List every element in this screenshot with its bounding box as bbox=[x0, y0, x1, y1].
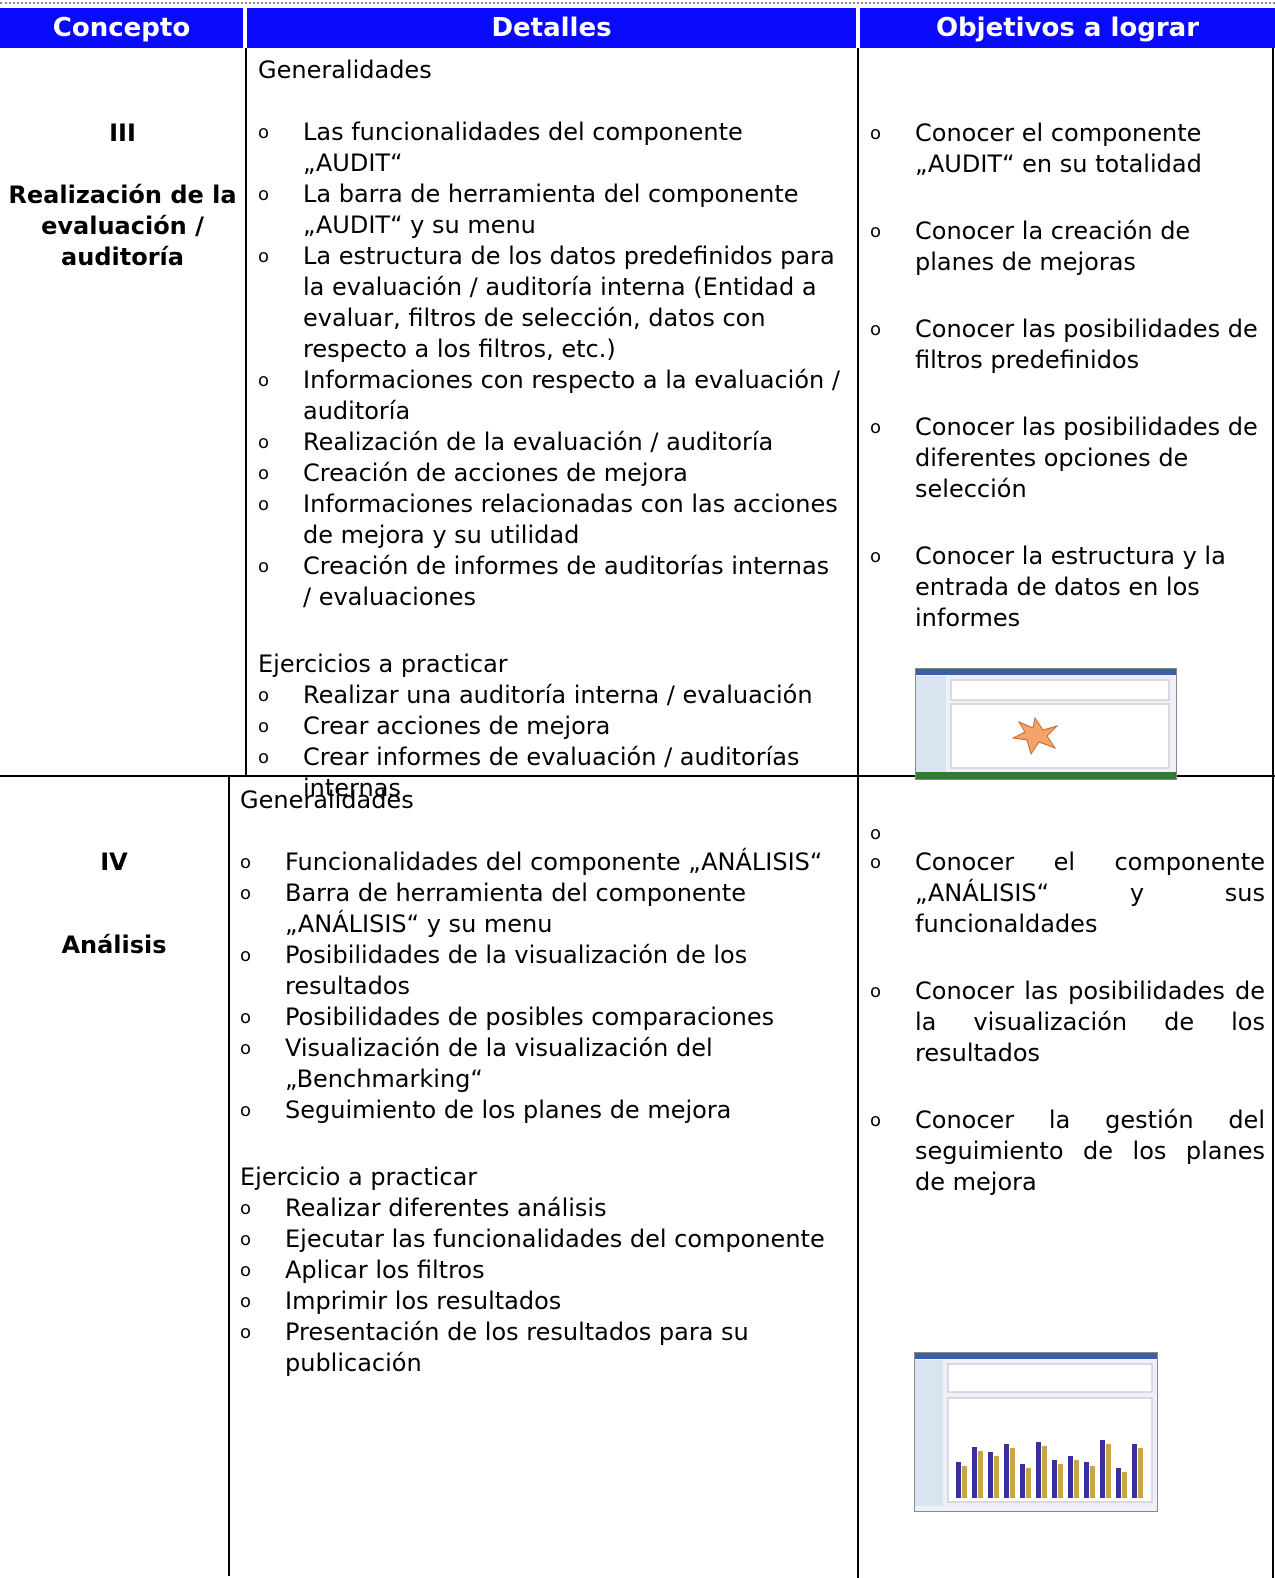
list-item: Informaciones relacionadas con las accio… bbox=[258, 489, 843, 551]
cell-border bbox=[1272, 48, 1274, 1578]
list-item: Realizar diferentes análisis bbox=[240, 1193, 840, 1224]
list-item: Crear informes de evaluación / auditoría… bbox=[258, 742, 843, 804]
bullet-list: Conocer el componente „AUDIT“ en su tota… bbox=[870, 118, 1265, 634]
concept-number: III bbox=[109, 119, 136, 147]
section-heading: Generalidades bbox=[240, 786, 414, 814]
bullet-list: Realizar diferentes análisisEjecutar las… bbox=[240, 1193, 840, 1379]
concept-number: IV bbox=[100, 848, 128, 876]
cell-border bbox=[857, 48, 859, 1578]
screenshot-thumbnail bbox=[915, 668, 1177, 780]
section-heading: Ejercicio a practicar bbox=[240, 1163, 478, 1191]
list-item: La estructura de los datos predefinidos … bbox=[258, 241, 843, 365]
concept-title: Análisis bbox=[61, 931, 167, 959]
list-item: Seguimiento de los planes de mejora bbox=[240, 1095, 840, 1126]
objective-item: Conocer las posibilidades de filtros pre… bbox=[870, 314, 1265, 376]
details-cell: Generalidades Las funcionalidades del com… bbox=[258, 55, 843, 804]
list-item: Ejecutar las funcionalidades del compone… bbox=[240, 1224, 840, 1255]
bullet-list: Funcionalidades del componente „ANÁLISIS… bbox=[240, 847, 840, 1126]
list-item: Realización de la evaluación / auditoría bbox=[258, 427, 843, 458]
list-item: Imprimir los resultados bbox=[240, 1286, 840, 1317]
list-item: La barra de herramienta del componente „… bbox=[258, 179, 843, 241]
objective-item: Conocer la creación de planes de mejoras bbox=[870, 216, 1265, 278]
details-cell: Generalidades Funcionalidades del compone… bbox=[240, 785, 840, 1379]
section-heading: Ejercicios a practicar bbox=[258, 650, 508, 678]
objective-item: Conocer el componente „AUDIT“ en su tota… bbox=[870, 118, 1265, 180]
objective-item: Conocer el componente „ANÁLISIS“ y sus f… bbox=[870, 847, 1265, 940]
list-item: Barra de herramienta del componente „ANÁ… bbox=[240, 878, 840, 940]
list-item: Aplicar los filtros bbox=[240, 1255, 840, 1286]
bullet-list: Las funcionalidades del componente „AUDI… bbox=[258, 117, 843, 613]
screenshot-thumbnail bbox=[914, 1352, 1158, 1512]
list-item: Funcionalidades del componente „ANÁLISIS… bbox=[240, 847, 840, 878]
list-item: Presentación de los resultados para su p… bbox=[240, 1317, 840, 1379]
list-item: Informaciones con respecto a la evaluaci… bbox=[258, 365, 843, 427]
header-cell: Detalles bbox=[247, 8, 856, 48]
objective-item: Conocer las posibilidades de diferentes … bbox=[870, 412, 1265, 505]
bullet-list: Realizar una auditoría interna / evaluac… bbox=[258, 680, 843, 804]
header-cell: Concepto bbox=[0, 8, 243, 48]
bullet-list: Conocer el componente „ANÁLISIS“ y sus f… bbox=[870, 847, 1265, 1198]
objective-item: Conocer la estructura y la entrada de da… bbox=[870, 541, 1265, 634]
top-rule bbox=[0, 2, 1275, 4]
header-cell: Objetivos a lograr bbox=[860, 8, 1275, 48]
section-heading: Generalidades bbox=[258, 56, 432, 84]
list-item: Realizar una auditoría interna / evaluac… bbox=[258, 680, 843, 711]
objectives-cell: Conocer el componente „ANÁLISIS“ y sus f… bbox=[870, 847, 1265, 1234]
list-item: Creación de informes de auditorías inter… bbox=[258, 551, 843, 613]
list-item: Crear acciones de mejora bbox=[258, 711, 843, 742]
list-item: Las funcionalidades del componente „AUDI… bbox=[258, 117, 843, 179]
list-item: Creación de acciones de mejora bbox=[258, 458, 843, 489]
concept-cell: IV Análisis bbox=[0, 847, 228, 961]
cell-border bbox=[245, 48, 247, 776]
concept-title: Realización de la evaluación / auditoría bbox=[8, 181, 237, 271]
concept-cell: III Realización de la evaluación / audit… bbox=[0, 118, 245, 273]
cell-border bbox=[228, 776, 230, 1576]
objectives-cell: Conocer el componente „AUDIT“ en su tota… bbox=[870, 118, 1265, 670]
list-item: Posibilidades de la visualización de los… bbox=[240, 940, 840, 1002]
objective-item: Conocer las posibilidades de la visualiz… bbox=[870, 976, 1265, 1069]
objective-item: Conocer la gestión del seguimiento de lo… bbox=[870, 1105, 1265, 1198]
list-item: Posibilidades de posibles comparaciones bbox=[240, 1002, 840, 1033]
list-item: Visualización de la visualización del „B… bbox=[240, 1033, 840, 1095]
